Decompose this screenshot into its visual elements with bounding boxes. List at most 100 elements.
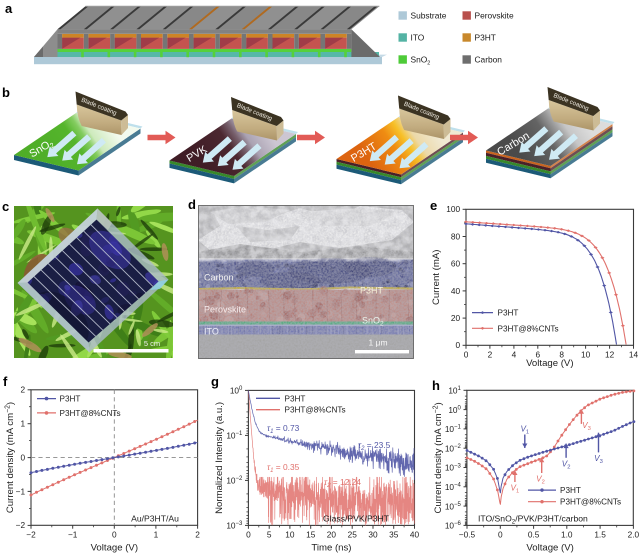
svg-text:Carbon: Carbon (475, 55, 503, 65)
svg-text:g: g (211, 374, 219, 389)
svg-text:ITO: ITO (411, 33, 425, 43)
svg-text:−0.5: −0.5 (459, 529, 476, 539)
svg-text:Perovskite: Perovskite (475, 11, 514, 21)
svg-text:Perovskite: Perovskite (204, 305, 246, 315)
svg-text:c: c (2, 199, 9, 214)
svg-text:Normalized Intensity (a.u.): Normalized Intensity (a.u.) (214, 402, 225, 514)
svg-text:f: f (3, 374, 8, 389)
svg-text:5: 5 (267, 529, 272, 539)
svg-text:10−6: 10−6 (445, 521, 462, 531)
svg-text:10: 10 (581, 349, 591, 359)
svg-text:2: 2 (20, 385, 25, 395)
svg-text:−1: −1 (16, 486, 26, 496)
svg-text:0: 0 (112, 529, 117, 539)
svg-text:Current density (mA cm−2): Current density (mA cm−2) (5, 402, 17, 513)
svg-text:ITO/SnO2/PVK/P3HT/carbon: ITO/SnO2/PVK/P3HT/carbon (478, 514, 588, 526)
svg-text:e: e (430, 198, 437, 213)
svg-text:P3HT@8%CNTs: P3HT@8%CNTs (60, 409, 121, 418)
svg-text:8: 8 (559, 349, 564, 359)
svg-text:P3HT@8%CNTs: P3HT@8%CNTs (498, 324, 559, 333)
svg-text:4: 4 (512, 349, 517, 359)
svg-text:40: 40 (410, 529, 420, 539)
svg-text:60: 60 (451, 259, 461, 269)
svg-text:Voltage (V): Voltage (V) (526, 358, 573, 369)
svg-text:100: 100 (448, 405, 461, 415)
svg-text:10−3: 10−3 (226, 521, 243, 531)
svg-text:12: 12 (605, 349, 615, 359)
svg-text:20: 20 (327, 529, 337, 539)
svg-text:6: 6 (535, 349, 540, 359)
svg-text:Current density (mA cm−2): Current density (mA cm−2) (433, 402, 445, 513)
svg-text:30: 30 (368, 529, 378, 539)
svg-text:14: 14 (629, 349, 639, 359)
svg-text:V3: V3 (594, 454, 603, 465)
svg-text:V2: V2 (562, 459, 571, 470)
svg-text:100: 100 (230, 386, 243, 396)
svg-text:10−4: 10−4 (445, 482, 462, 492)
svg-text:20: 20 (451, 313, 461, 323)
svg-text:Voltage (V): Voltage (V) (91, 542, 138, 553)
svg-text:P3HT: P3HT (475, 33, 496, 43)
svg-text:0: 0 (498, 529, 503, 539)
svg-text:2: 2 (195, 529, 200, 539)
svg-text:P3HT: P3HT (360, 286, 384, 296)
svg-text:10: 10 (285, 529, 295, 539)
svg-text:P3HT: P3HT (60, 395, 81, 404)
svg-text:0: 0 (455, 340, 460, 350)
svg-text:80: 80 (451, 231, 461, 241)
svg-text:35: 35 (389, 529, 399, 539)
svg-text:15: 15 (306, 529, 316, 539)
svg-text:−2: −2 (26, 529, 36, 539)
svg-text:Glass/PVK/P3HT: Glass/PVK/P3HT (323, 514, 390, 524)
svg-text:1: 1 (20, 419, 25, 429)
svg-text:−1: −1 (68, 529, 78, 539)
svg-text:b: b (2, 85, 10, 100)
svg-text:Time (ns): Time (ns) (311, 542, 351, 553)
svg-text:100: 100 (446, 204, 460, 214)
svg-text:SnO2: SnO2 (411, 55, 431, 67)
svg-text:ITO: ITO (204, 327, 219, 337)
svg-text:P3HT: P3HT (560, 486, 581, 495)
svg-text:10−5: 10−5 (445, 501, 462, 511)
svg-text:P3HT@8%CNTs: P3HT@8%CNTs (285, 406, 346, 415)
svg-text:Voltage (V): Voltage (V) (526, 542, 573, 553)
svg-text:P3HT: P3HT (285, 394, 306, 403)
svg-text:Au/P3HT/Au: Au/P3HT/Au (131, 514, 179, 524)
svg-text:40: 40 (451, 286, 461, 296)
svg-text:10−1: 10−1 (445, 424, 462, 434)
svg-text:101: 101 (448, 386, 461, 396)
svg-text:V1: V1 (520, 425, 529, 436)
svg-text:Substrate: Substrate (411, 11, 447, 21)
svg-text:V2: V2 (536, 475, 545, 486)
svg-text:0: 0 (20, 452, 25, 462)
svg-text:Current (mA): Current (mA) (431, 250, 442, 305)
svg-text:τ2 = 23.5: τ2 = 23.5 (358, 440, 391, 452)
svg-text:SnO2: SnO2 (362, 316, 384, 328)
svg-text:−2: −2 (16, 520, 26, 530)
svg-text:τ1 = 0.35: τ1 = 0.35 (267, 462, 300, 474)
svg-text:τ2 = 12.24: τ2 = 12.24 (324, 477, 361, 489)
svg-text:2.0: 2.0 (628, 529, 640, 539)
svg-text:25: 25 (348, 529, 358, 539)
svg-text:P3HT@8%CNTs: P3HT@8%CNTs (560, 498, 621, 507)
svg-text:V3: V3 (582, 421, 591, 432)
svg-text:10−2: 10−2 (445, 443, 462, 453)
svg-text:V1: V1 (511, 484, 520, 495)
svg-text:Carbon: Carbon (204, 273, 234, 283)
svg-text:a: a (5, 1, 13, 16)
svg-text:1 μm: 1 μm (368, 338, 387, 348)
svg-text:0.5: 0.5 (528, 529, 540, 539)
svg-text:P3HT: P3HT (498, 309, 519, 318)
svg-text:5 cm: 5 cm (144, 339, 160, 348)
svg-text:0: 0 (246, 529, 251, 539)
svg-text:1.0: 1.0 (561, 529, 573, 539)
svg-text:2: 2 (488, 349, 493, 359)
svg-text:d: d (188, 197, 196, 212)
svg-text:τ1 = 0.73: τ1 = 0.73 (267, 423, 300, 435)
svg-text:10−3: 10−3 (445, 463, 462, 473)
svg-text:10−2: 10−2 (226, 476, 243, 486)
svg-text:h: h (432, 378, 440, 393)
svg-text:1.5: 1.5 (594, 529, 606, 539)
svg-text:0: 0 (464, 349, 469, 359)
svg-text:1: 1 (154, 529, 159, 539)
